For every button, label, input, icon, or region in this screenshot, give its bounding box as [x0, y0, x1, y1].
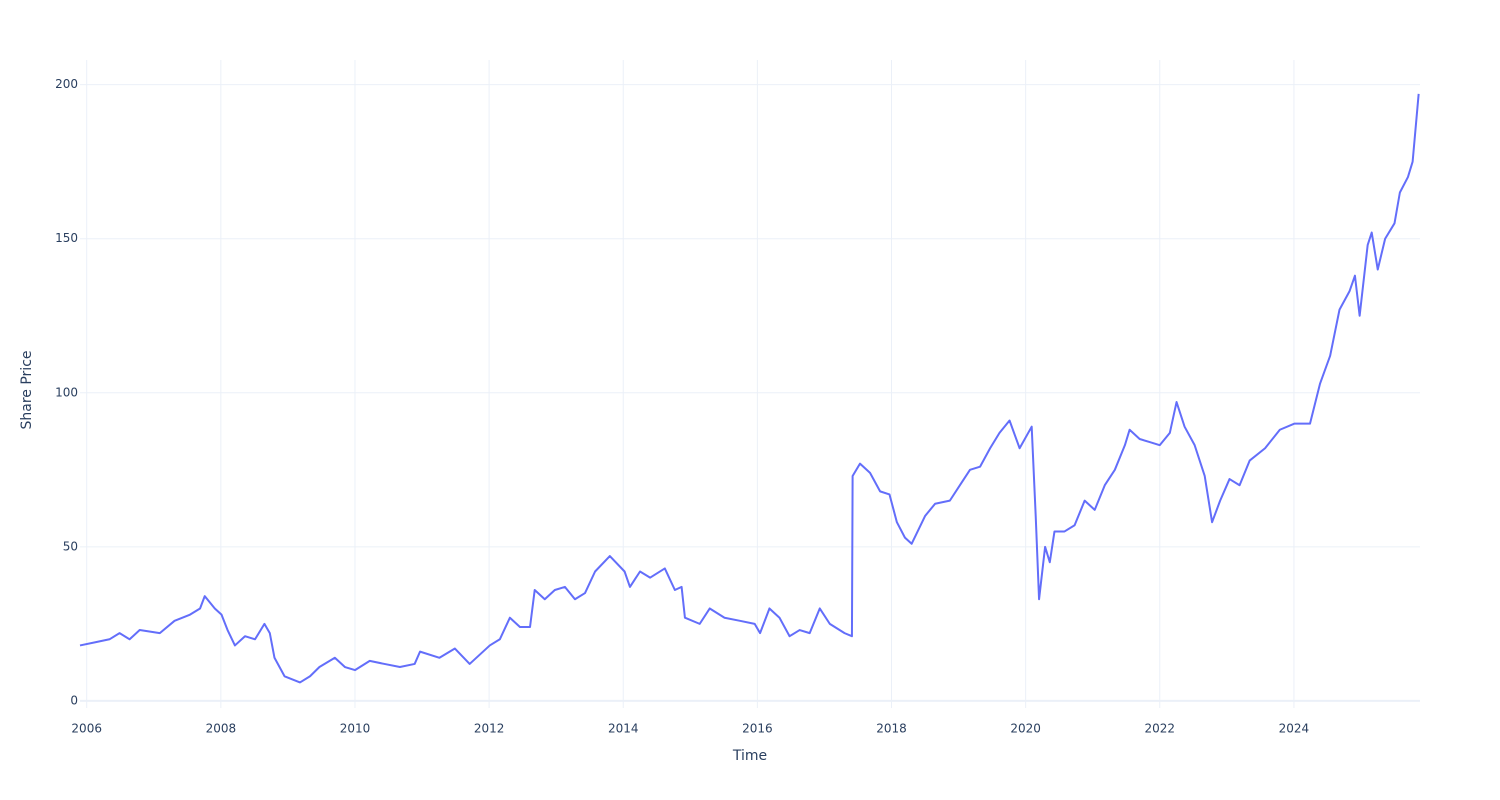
x-tick-label: 2012: [474, 722, 505, 736]
x-tick-label: 2020: [1010, 722, 1041, 736]
x-tick-label: 2014: [608, 722, 639, 736]
x-tick-label: 2010: [340, 722, 371, 736]
y-tick-label: 0: [70, 693, 78, 707]
y-axis-title: Share Price: [19, 350, 35, 429]
price-line: [79, 93, 1420, 684]
y-tick-label: 200: [55, 77, 78, 91]
y-tick-label: 50: [63, 539, 78, 553]
y-tick-label: 150: [55, 231, 78, 245]
x-tick-label: 2018: [876, 722, 907, 736]
x-tick-label: 2024: [1279, 722, 1310, 736]
x-tick-label: 2016: [742, 722, 773, 736]
y-tick-label: 100: [55, 385, 78, 399]
x-tick-label: 2008: [206, 722, 237, 736]
x-tick-label: 2022: [1145, 722, 1176, 736]
x-axis-title: Time: [732, 748, 767, 764]
x-tick-label: 2006: [71, 722, 102, 736]
